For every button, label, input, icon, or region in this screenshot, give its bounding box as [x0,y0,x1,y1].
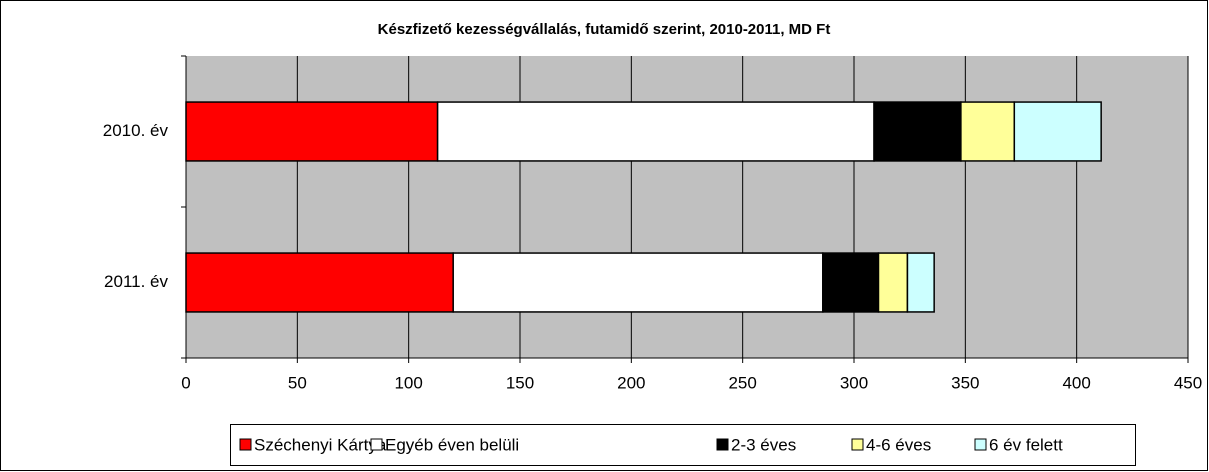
bar-segment [452,252,824,313]
x-tick-label: 150 [506,373,534,392]
x-tick-label: 350 [951,373,979,392]
legend-swatch [974,438,987,451]
bar-segment [877,252,909,313]
bar-segment [960,101,1016,162]
x-tick-label: 50 [288,373,307,392]
legend-swatch [370,438,383,451]
y-tick-label: 2011. év [104,272,168,291]
plot-area [186,56,1188,358]
bar-segment [822,252,880,313]
legend-label: 4-6 éves [866,435,931,454]
legend-swatch [239,438,252,451]
legend-label: Egyéb éven belüli [385,435,519,454]
bar-segment [185,252,454,313]
bar-segment [873,101,962,162]
bar-segment [1013,101,1102,162]
bar-segment [436,101,875,162]
legend-swatch [716,438,729,451]
legend-swatch [851,438,864,451]
legend-label: 2-3 éves [731,435,796,454]
x-tick-label: 450 [1174,373,1202,392]
x-tick-label: 0 [181,373,190,392]
x-tick-label: 250 [728,373,756,392]
legend-label: Széchenyi Kártya [254,435,387,454]
y-tick-label: 2010. év [103,121,169,140]
chart-title: Készfizető kezességvállalás, futamidő sz… [378,21,831,38]
bar-segment [185,101,439,162]
x-tick-label: 400 [1062,373,1090,392]
x-tick-label: 300 [840,373,868,392]
x-tick-label: 100 [394,373,422,392]
x-tick-label: 200 [617,373,645,392]
legend-label: 6 év felett [989,435,1063,454]
bar-segment [906,252,935,313]
